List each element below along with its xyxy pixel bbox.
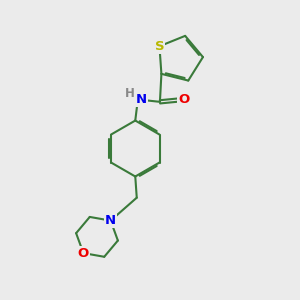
Text: O: O	[78, 247, 89, 260]
Text: S: S	[155, 40, 164, 53]
Text: N: N	[105, 214, 116, 227]
Text: O: O	[178, 93, 190, 106]
Text: N: N	[136, 93, 147, 106]
Text: H: H	[125, 86, 134, 100]
